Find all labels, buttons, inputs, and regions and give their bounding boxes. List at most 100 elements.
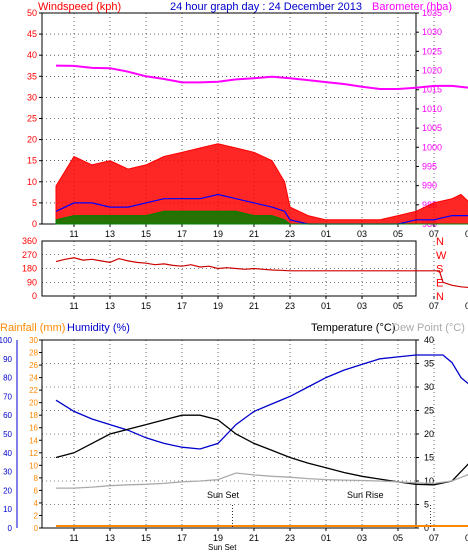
humidity-ytick-label: 80 bbox=[3, 374, 12, 383]
baro-ytick-label: 1010 bbox=[422, 104, 442, 114]
dir-xtick-label: 03 bbox=[357, 301, 367, 311]
baro-ytick-label: 1025 bbox=[422, 46, 442, 56]
wind-xtick-label: 17 bbox=[177, 229, 187, 239]
baro-ytick-label: 995 bbox=[422, 161, 437, 171]
dewpoint-axis-title: Dew Point (°C) bbox=[392, 322, 465, 334]
compass-label: N bbox=[436, 236, 444, 248]
compass-label: S bbox=[436, 264, 443, 276]
humidity-ytick-label: 30 bbox=[3, 468, 12, 477]
wind-ytick-label: 15 bbox=[27, 156, 37, 166]
temp-xtick-label: 23 bbox=[285, 533, 295, 543]
dir-ytick-label: 90 bbox=[27, 277, 37, 287]
dir-xtick-label: 19 bbox=[213, 301, 223, 311]
wind-xtick-label: 19 bbox=[213, 229, 223, 239]
dir-xtick-label: 09 bbox=[465, 301, 468, 311]
wind-ytick-label: 40 bbox=[27, 50, 37, 60]
temp-xtick-label: 21 bbox=[249, 533, 259, 543]
wind-xtick-label: 03 bbox=[357, 229, 367, 239]
temp-xtick-label: 19 bbox=[213, 533, 223, 543]
rain-ytick-label: 18 bbox=[29, 411, 38, 420]
rain-ytick-label: 6 bbox=[34, 486, 39, 495]
wind-ytick-label: 50 bbox=[27, 8, 37, 18]
baro-ytick-label: 1035 bbox=[422, 8, 442, 18]
baro-ytick-label: 1020 bbox=[422, 66, 442, 76]
dir-xtick-label: 05 bbox=[393, 301, 403, 311]
temp-ytick-label: 35 bbox=[424, 359, 434, 369]
barometer-axis-title: Barometer (hba) bbox=[372, 1, 452, 13]
wind-xtick-label: 15 bbox=[141, 229, 151, 239]
wind-ytick-label: 35 bbox=[27, 71, 37, 81]
temp-xtick-label: 17 bbox=[177, 533, 187, 543]
dir-ytick-label: 270 bbox=[22, 250, 37, 260]
temp-xtick-label: 11 bbox=[69, 533, 78, 543]
dir-xtick-label: 21 bbox=[249, 301, 259, 311]
rain-ytick-label: 16 bbox=[29, 424, 38, 433]
wind-xtick-label: 05 bbox=[393, 229, 403, 239]
rain-ytick-label: 20 bbox=[29, 399, 38, 408]
dir-xtick-label: 17 bbox=[177, 301, 187, 311]
temp-ytick-label: 10 bbox=[424, 476, 434, 486]
temperature-axis-title: Temperature (°C) bbox=[311, 322, 395, 334]
panel-direction-frame bbox=[41, 240, 417, 297]
sunset-label: Sun Set bbox=[207, 490, 240, 500]
rain-ytick-label: 0 bbox=[34, 524, 39, 533]
wind-xtick-label: 09 bbox=[465, 229, 468, 239]
baro-ytick-label: 1005 bbox=[422, 123, 442, 133]
series-humidity-line bbox=[55, 354, 468, 450]
temp-ytick-label: 5 bbox=[424, 500, 429, 510]
humidity-ytick-label: 90 bbox=[3, 355, 12, 364]
humidity-ytick-label: 50 bbox=[3, 430, 12, 439]
series-calm-area bbox=[55, 210, 468, 225]
humidity-ytick-label: 70 bbox=[3, 392, 12, 401]
series-direction-line bbox=[55, 257, 468, 289]
temp-xtick-label: 09 bbox=[465, 533, 468, 543]
temp-xtick-label: 03 bbox=[357, 533, 367, 543]
wind-xtick-label: 11 bbox=[69, 229, 78, 239]
wind-ytick-label: 25 bbox=[27, 114, 37, 124]
wind-ytick-label: 5 bbox=[32, 198, 37, 208]
baro-ytick-label: 1015 bbox=[422, 85, 442, 95]
baro-ytick-label: 990 bbox=[422, 181, 437, 191]
rain-ytick-label: 10 bbox=[29, 461, 38, 470]
temp-xtick-label: 05 bbox=[393, 533, 403, 543]
series-gust-area bbox=[55, 143, 468, 225]
rain-ytick-label: 24 bbox=[29, 374, 38, 383]
rain-ytick-label: 26 bbox=[29, 361, 38, 370]
dir-xtick-label: 15 bbox=[141, 301, 151, 311]
temp-ytick-label: 40 bbox=[424, 335, 434, 345]
humidity-ytick-label: 20 bbox=[3, 486, 12, 495]
wind-ytick-label: 20 bbox=[27, 135, 37, 145]
rain-ytick-label: 14 bbox=[29, 436, 38, 445]
wind-ytick-label: 30 bbox=[27, 92, 37, 102]
dir-xtick-label: 11 bbox=[69, 301, 78, 311]
rain-ytick-label: 2 bbox=[34, 511, 39, 520]
sunset-overlap-label: Sun Set bbox=[208, 543, 237, 552]
humidity-ytick-label: 60 bbox=[3, 411, 12, 420]
wind-ytick-label: 10 bbox=[27, 177, 37, 187]
temp-ytick-label: 20 bbox=[424, 429, 434, 439]
compass-label: W bbox=[436, 250, 447, 262]
humidity-ytick-label: 100 bbox=[0, 336, 13, 345]
rain-ytick-label: 8 bbox=[34, 474, 39, 483]
temp-ytick-label: 25 bbox=[424, 406, 434, 416]
rainfall-axis-title: Rainfall (mm) bbox=[0, 322, 65, 334]
temp-xtick-label: 01 bbox=[321, 533, 331, 543]
rain-ytick-label: 4 bbox=[34, 499, 39, 508]
wind-xtick-label: 23 bbox=[285, 229, 295, 239]
temp-xtick-label: 07 bbox=[429, 533, 439, 543]
wind-xtick-label: 07 bbox=[429, 229, 439, 239]
dir-ytick-label: 180 bbox=[22, 264, 37, 274]
series-temperature-line bbox=[55, 414, 468, 486]
wind-xtick-label: 21 bbox=[249, 229, 259, 239]
dir-xtick-label: 23 bbox=[285, 301, 295, 311]
temp-ytick-label: 30 bbox=[424, 382, 434, 392]
wind-ytick-label: 45 bbox=[27, 29, 37, 39]
dir-ytick-label: 360 bbox=[22, 236, 37, 246]
rain-ytick-label: 22 bbox=[29, 386, 38, 395]
dir-xtick-label: 01 bbox=[321, 301, 331, 311]
windspeed-axis-title: Windspeed (kph) bbox=[38, 1, 121, 13]
wind-xtick-label: 01 bbox=[321, 229, 331, 239]
dir-xtick-label: 13 bbox=[105, 301, 115, 311]
rain-ytick-label: 12 bbox=[29, 449, 38, 458]
